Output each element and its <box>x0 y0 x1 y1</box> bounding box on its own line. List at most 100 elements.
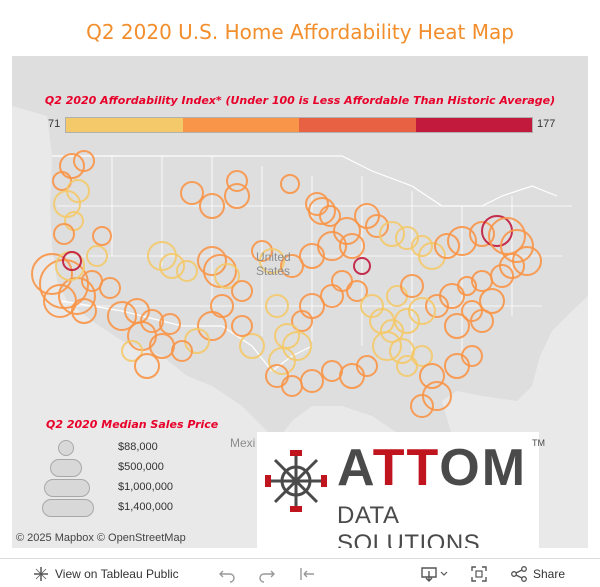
affordability-bubble[interactable] <box>73 150 95 172</box>
affordability-bubble[interactable] <box>291 310 313 332</box>
affordability-bubble[interactable] <box>333 217 361 245</box>
affordability-bubble[interactable] <box>71 298 97 324</box>
revert-button[interactable] <box>298 564 316 584</box>
affordability-bubble[interactable] <box>231 280 253 302</box>
affordability-bubble[interactable] <box>281 375 303 397</box>
affordability-bubble[interactable] <box>365 214 389 238</box>
affordability-bubble[interactable] <box>425 294 449 318</box>
affordability-bubble[interactable] <box>214 263 240 289</box>
fullscreen-button[interactable] <box>470 564 488 584</box>
affordability-bubble[interactable] <box>408 297 436 325</box>
affordability-bubble[interactable] <box>265 364 289 388</box>
affordability-bubble[interactable] <box>239 333 265 359</box>
affordability-bubble[interactable] <box>203 254 237 288</box>
affordability-bubble[interactable] <box>434 233 460 259</box>
affordability-bubble[interactable] <box>197 311 227 341</box>
affordability-bubble[interactable] <box>99 277 121 299</box>
affordability-bubble[interactable] <box>386 285 408 307</box>
affordability-bubble[interactable] <box>300 369 324 393</box>
affordability-bubble[interactable] <box>411 235 433 257</box>
affordability-bubble[interactable] <box>308 197 336 225</box>
affordability-bubble[interactable] <box>92 226 112 246</box>
affordability-bubble[interactable] <box>469 221 495 247</box>
affordability-bubble[interactable] <box>299 293 325 319</box>
affordability-bubble[interactable] <box>52 171 72 191</box>
affordability-bubble[interactable] <box>226 170 248 192</box>
affordability-bubble[interactable] <box>369 308 395 334</box>
affordability-bubble[interactable] <box>140 309 164 333</box>
affordability-bubble[interactable] <box>224 183 250 209</box>
affordability-bubble[interactable] <box>265 294 289 318</box>
affordability-bubble[interactable] <box>134 353 160 379</box>
affordability-bubble[interactable] <box>400 274 424 298</box>
affordability-bubble[interactable] <box>411 345 433 367</box>
affordability-bubble[interactable] <box>59 153 85 179</box>
affordability-bubble[interactable] <box>372 331 402 361</box>
affordability-bubble[interactable] <box>419 363 445 389</box>
affordability-bubble[interactable] <box>444 353 470 379</box>
pacific-ocean <box>12 106 222 416</box>
affordability-bubble[interactable] <box>500 229 534 263</box>
affordability-bubble[interactable] <box>512 246 542 276</box>
undo-button[interactable] <box>218 564 236 584</box>
map-credits[interactable]: © 2025 Mapbox © OpenStreetMap <box>16 532 186 544</box>
affordability-bubble[interactable] <box>418 242 446 270</box>
download-button[interactable] <box>420 564 448 584</box>
affordability-bubble[interactable] <box>259 248 285 274</box>
affordability-bubble[interactable] <box>471 270 493 292</box>
affordability-bubble[interactable] <box>339 363 365 389</box>
affordability-bubble[interactable] <box>149 333 175 359</box>
redo-button[interactable] <box>258 564 276 584</box>
affordability-bubble[interactable] <box>339 233 365 259</box>
affordability-bubble[interactable] <box>280 174 300 194</box>
affordability-bubble[interactable] <box>395 226 419 250</box>
heat-map[interactable]: United States Mexi Q2 2020 Affordability… <box>12 56 588 548</box>
view-on-tableau-button[interactable]: View on Tableau Public <box>32 564 179 584</box>
affordability-bubble[interactable] <box>197 246 227 276</box>
affordability-bubble[interactable] <box>444 313 470 339</box>
affordability-bubble[interactable] <box>317 231 347 261</box>
affordability-bubble[interactable] <box>62 251 82 271</box>
affordability-bubble[interactable] <box>107 301 137 331</box>
affordability-bubble[interactable] <box>176 260 198 282</box>
affordability-bubble[interactable] <box>410 394 434 418</box>
affordability-bubble[interactable] <box>199 193 225 219</box>
affordability-bubble[interactable] <box>86 245 108 267</box>
affordability-bubble[interactable] <box>121 340 143 362</box>
affordability-bubble[interactable] <box>490 264 514 288</box>
affordability-bubble[interactable] <box>321 360 343 382</box>
affordability-bubble[interactable] <box>320 284 344 308</box>
affordability-bubble[interactable] <box>380 319 404 343</box>
affordability-bubble[interactable] <box>353 257 371 275</box>
affordability-bubble[interactable] <box>268 347 296 375</box>
affordability-bubble[interactable] <box>447 226 477 256</box>
affordability-bubble[interactable] <box>159 253 185 279</box>
affordability-bubble[interactable] <box>159 313 181 335</box>
affordability-bubble[interactable] <box>346 280 368 302</box>
affordability-bubble[interactable] <box>280 254 304 278</box>
affordability-bubble[interactable] <box>470 309 494 333</box>
affordability-bubble[interactable] <box>251 240 273 262</box>
affordability-bubble[interactable] <box>184 328 210 354</box>
affordability-bubble[interactable] <box>231 315 253 337</box>
affordability-bubbles[interactable] <box>12 56 588 548</box>
affordability-bubble[interactable] <box>389 338 415 364</box>
share-button[interactable]: Share <box>510 564 565 584</box>
affordability-bubble[interactable] <box>396 355 418 377</box>
affordability-bubble[interactable] <box>31 253 73 295</box>
affordability-bubble[interactable] <box>319 205 341 227</box>
affordability-bubble[interactable] <box>379 221 405 247</box>
affordability-bubble[interactable] <box>305 192 329 216</box>
attom-letters-tt: TT <box>372 439 440 497</box>
affordability-bubble[interactable] <box>360 294 384 318</box>
affordability-bubble[interactable] <box>331 270 353 292</box>
affordability-bubble[interactable] <box>356 355 378 377</box>
affordability-bubble[interactable] <box>180 181 204 205</box>
affordability-bubble[interactable] <box>299 243 325 269</box>
affordability-bubble[interactable] <box>479 288 505 314</box>
affordability-bubble[interactable] <box>53 223 75 245</box>
affordability-bubble[interactable] <box>282 331 312 361</box>
affordability-bubble[interactable] <box>147 241 177 271</box>
affordability-bubble[interactable] <box>210 294 234 318</box>
affordability-bubble[interactable] <box>58 277 96 315</box>
